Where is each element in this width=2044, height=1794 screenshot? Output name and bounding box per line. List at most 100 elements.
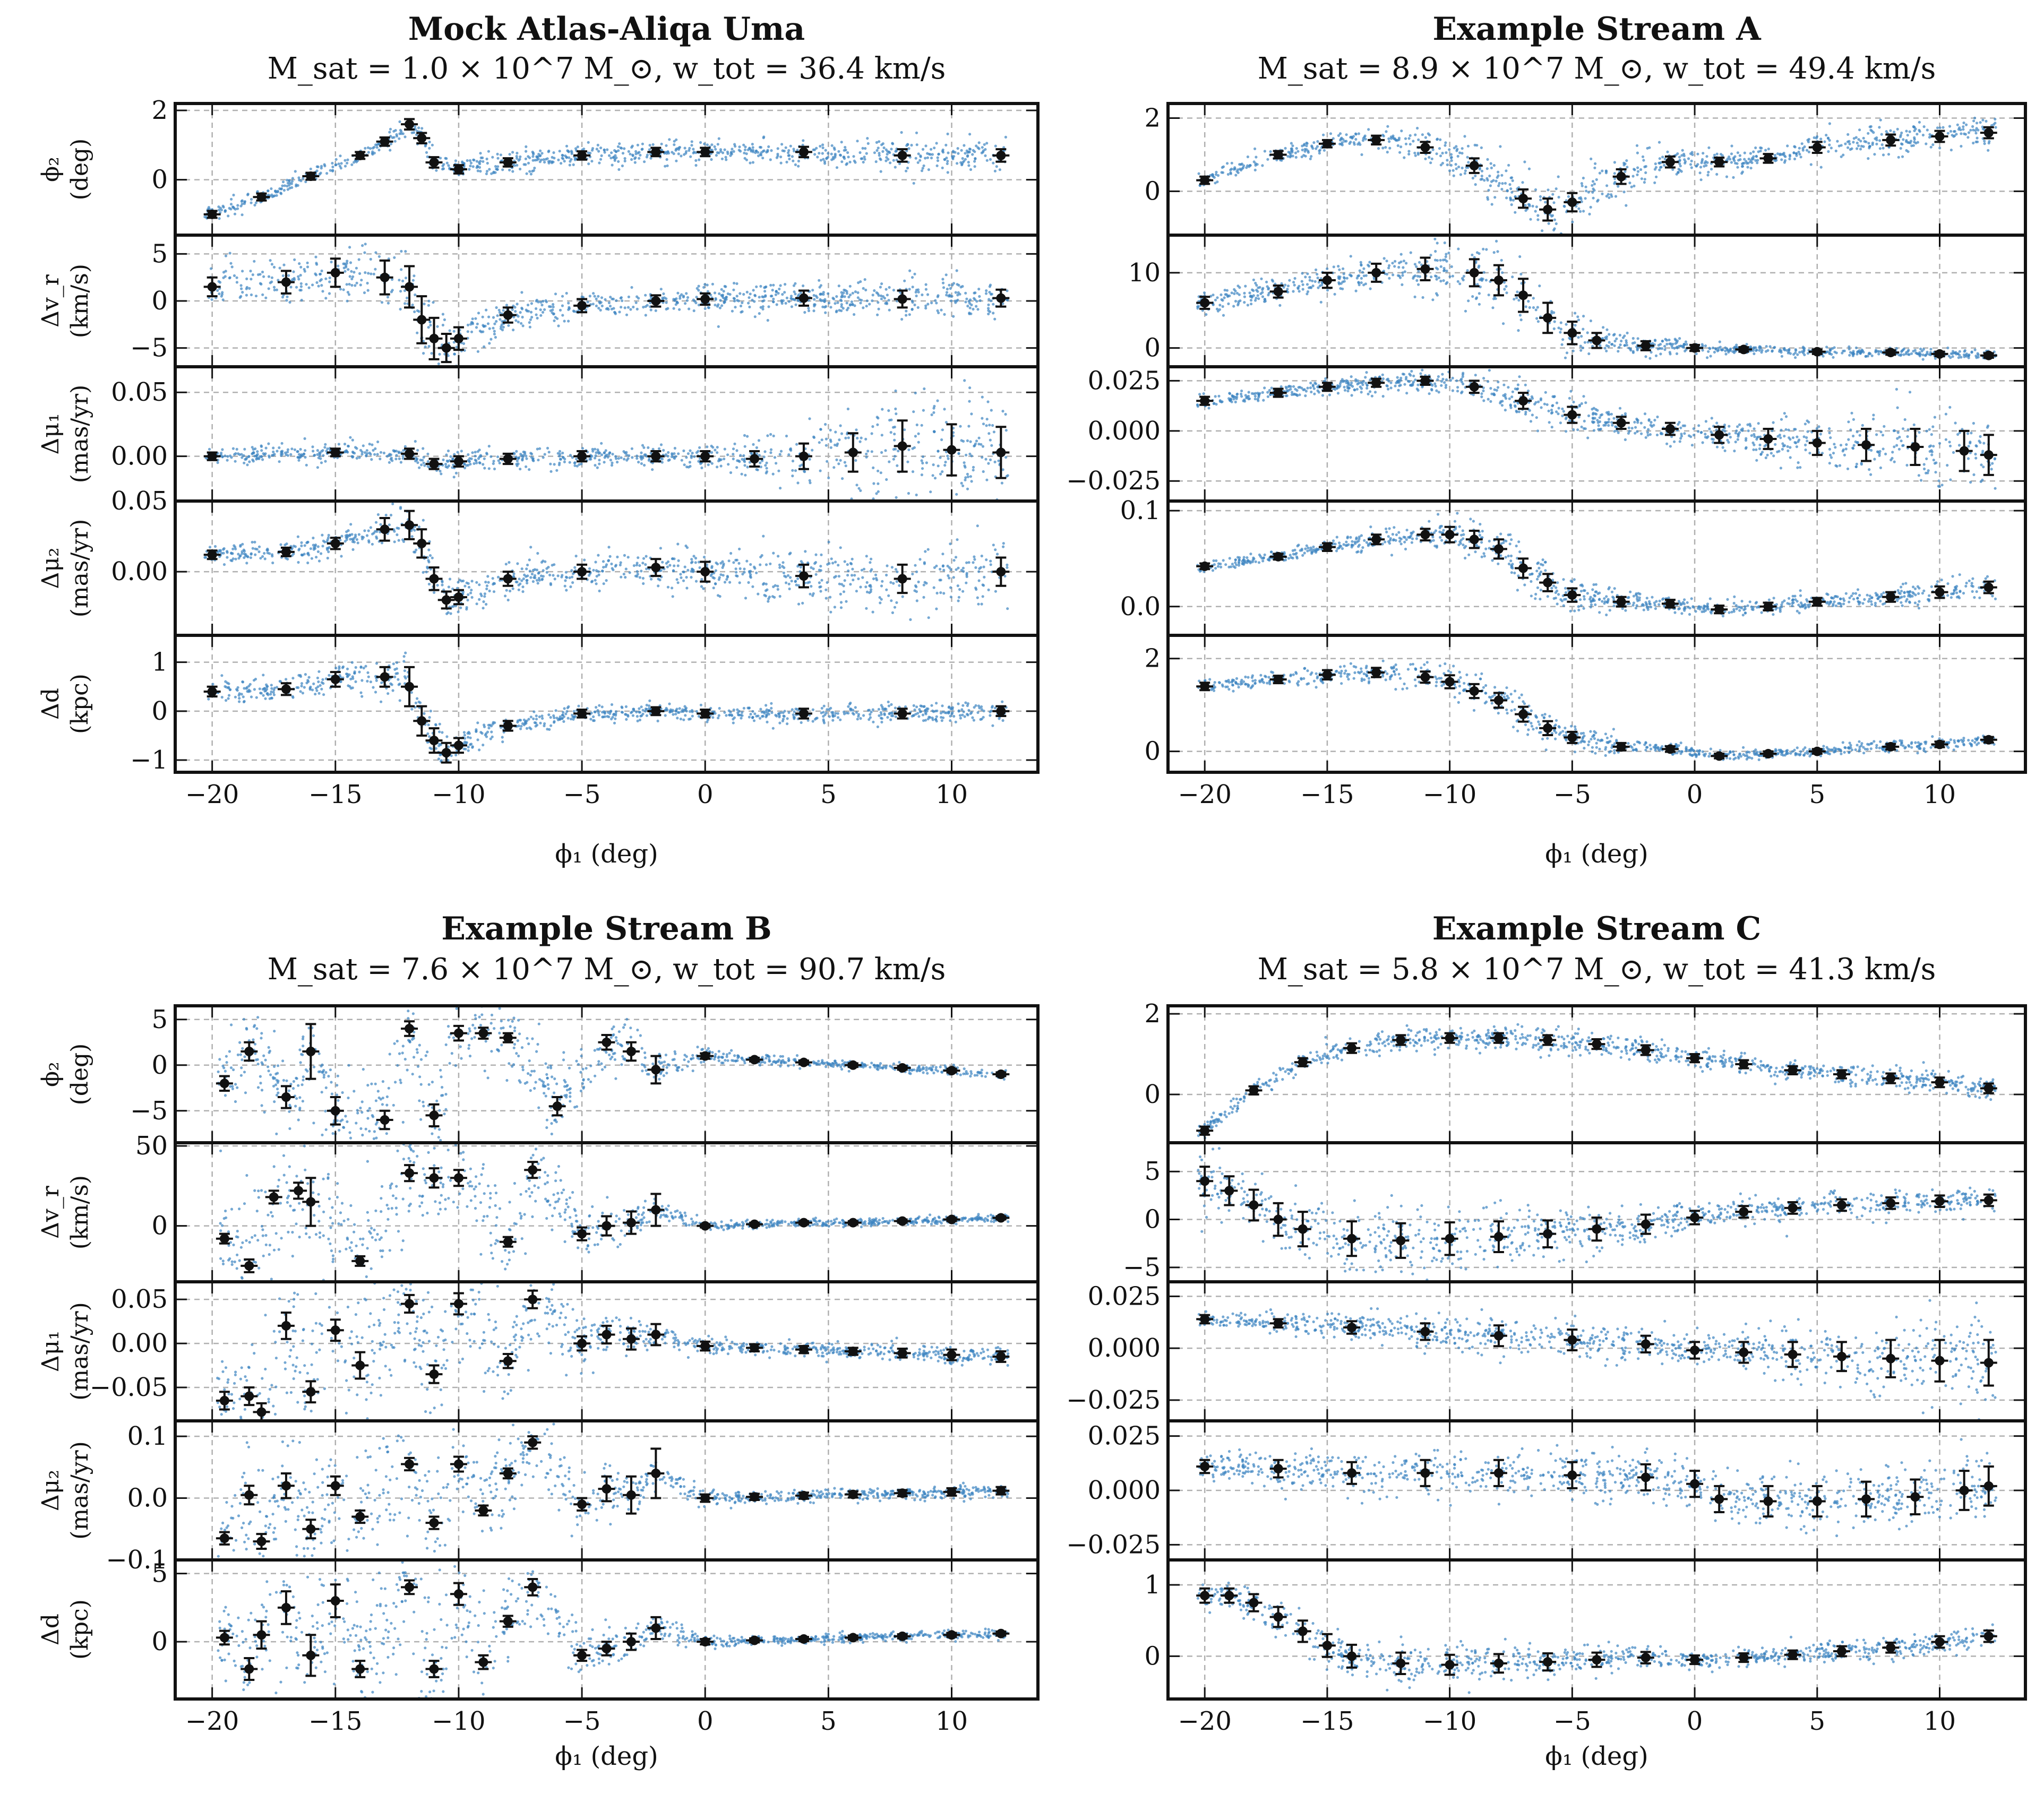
scatter-point	[769, 433, 772, 436]
scatter-point	[946, 132, 949, 135]
scatter-point	[838, 438, 841, 442]
scatter-point	[796, 298, 800, 301]
scatter-point	[814, 295, 818, 298]
scatter-point	[516, 464, 519, 468]
scatter-point	[732, 708, 735, 711]
scatter-point	[890, 566, 894, 569]
scatter-point	[493, 330, 496, 333]
scatter-point	[573, 566, 577, 569]
scatter-point	[341, 666, 345, 669]
scatter-point	[1006, 566, 1009, 569]
scatter-point	[842, 291, 845, 295]
scatter-point	[749, 563, 752, 566]
scatter-point	[471, 165, 475, 168]
scatter-point	[267, 442, 270, 445]
scatter-point	[314, 272, 317, 275]
scatter-point	[513, 164, 517, 167]
scatter-point	[851, 557, 854, 560]
scatter-point	[373, 453, 376, 456]
scatter-point	[621, 711, 624, 714]
data-point	[405, 448, 415, 459]
scatter-point	[893, 606, 897, 609]
scatter-point	[512, 329, 515, 332]
scatter-point	[746, 465, 749, 469]
scatter-point	[677, 452, 680, 455]
scatter-point	[764, 710, 768, 713]
scatter-point	[355, 456, 358, 460]
scatter-point	[393, 675, 397, 678]
scatter-point	[743, 434, 746, 437]
scatter-point	[549, 716, 552, 719]
scatter-point	[723, 581, 727, 584]
scatter-point	[539, 308, 542, 312]
scatter-point	[847, 705, 850, 708]
scatter-point	[252, 448, 255, 451]
scatter-point	[748, 461, 751, 464]
scatter-point	[561, 574, 564, 577]
scatter-point	[888, 419, 891, 422]
scatter-point	[671, 709, 674, 712]
scatter-point	[526, 309, 529, 313]
scatter-point	[222, 548, 225, 551]
scatter-point	[833, 576, 836, 579]
scatter-point	[444, 462, 448, 466]
scatter-point	[314, 545, 317, 548]
scatter-point	[855, 484, 858, 487]
scatter-point	[692, 298, 695, 301]
scatter-point	[339, 680, 342, 683]
scatter-point	[706, 563, 709, 566]
scatter-point	[553, 716, 556, 719]
scatter-point	[845, 600, 848, 603]
scatter-point	[360, 537, 364, 541]
scatter-point	[322, 539, 325, 542]
scatter-point	[600, 296, 604, 299]
scatter-point	[833, 606, 836, 609]
scatter-point	[888, 712, 891, 715]
scatter-point	[544, 560, 547, 563]
scatter-point	[888, 460, 891, 463]
scatter-point	[535, 568, 539, 572]
scatter-point	[250, 278, 253, 281]
scatter-point	[276, 450, 279, 453]
chart-title: Mock Atlas-Aliqa Uma	[408, 11, 805, 48]
scatter-point	[518, 158, 521, 161]
scatter-point	[347, 293, 351, 296]
scatter-point	[769, 283, 772, 287]
scatter-point	[941, 553, 944, 556]
y-axis-unit: (deg)	[66, 139, 93, 201]
scatter-point	[236, 207, 239, 210]
scatter-point	[725, 158, 728, 161]
scatter-point	[254, 677, 257, 681]
scatter-point	[986, 400, 990, 403]
scatter-point	[791, 460, 795, 463]
scatter-point	[613, 721, 616, 724]
scatter-point	[423, 464, 426, 467]
scatter-point	[941, 710, 944, 713]
scatter-point	[896, 570, 899, 573]
scatter-point	[320, 165, 323, 168]
scatter-point	[299, 265, 303, 269]
scatter-point	[859, 301, 862, 305]
scatter-point	[749, 575, 752, 578]
scatter-point	[908, 269, 912, 272]
scatter-point	[657, 447, 661, 450]
scatter-point	[933, 146, 936, 150]
scatter-point	[823, 298, 827, 301]
scatter-point	[935, 164, 939, 167]
scatter-point	[609, 459, 612, 462]
scatter-point	[905, 169, 908, 172]
scatter-point	[748, 305, 751, 309]
data-point	[798, 571, 809, 581]
scatter-point	[752, 443, 755, 446]
scatter-point	[447, 164, 450, 167]
scatter-point	[296, 450, 299, 453]
scatter-point	[694, 557, 698, 560]
scatter-point	[691, 714, 694, 718]
scatter-point	[638, 707, 641, 710]
scatter-point	[759, 717, 762, 720]
scatter-point	[449, 455, 452, 458]
scatter-point	[871, 294, 874, 297]
y-tick-label: 0.05	[111, 377, 168, 407]
scatter-point	[980, 708, 983, 711]
